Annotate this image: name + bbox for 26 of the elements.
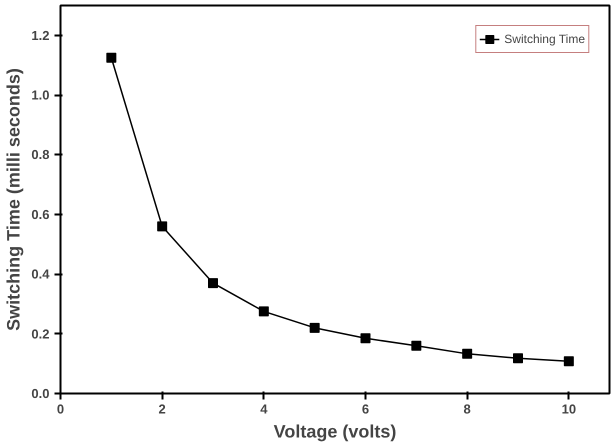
point <box>564 356 574 366</box>
x-tick-label: 8 <box>464 402 471 416</box>
point <box>208 278 218 288</box>
x-axis-title: Voltage (volts) <box>274 422 396 442</box>
point <box>157 221 168 232</box>
point <box>360 333 370 344</box>
x-tick-label: 0 <box>56 402 64 416</box>
point <box>310 322 320 333</box>
y-tick-label: 1.0 <box>31 88 50 103</box>
x-tick-label: 6 <box>362 402 370 416</box>
point <box>462 348 472 359</box>
point <box>411 340 422 351</box>
x-tick-label: 2 <box>158 402 166 416</box>
legend-label: Switching Time <box>504 32 585 46</box>
y-tick-label: 0.8 <box>31 147 50 162</box>
y-axis-title: Switching Time (milli seconds) <box>3 68 24 331</box>
y-tick-label: 0.4 <box>31 266 50 282</box>
x-tick-label: 10 <box>562 402 576 416</box>
y-tick-label: 1.2 <box>31 28 50 43</box>
point <box>258 306 269 316</box>
x-tick-label: 4 <box>260 402 268 416</box>
y-tick-label: 0.0 <box>31 386 50 401</box>
y-tick-label: 0.6 <box>31 206 50 222</box>
point <box>106 52 116 63</box>
point <box>513 353 523 364</box>
y-tick-label: 0.2 <box>31 326 50 342</box>
